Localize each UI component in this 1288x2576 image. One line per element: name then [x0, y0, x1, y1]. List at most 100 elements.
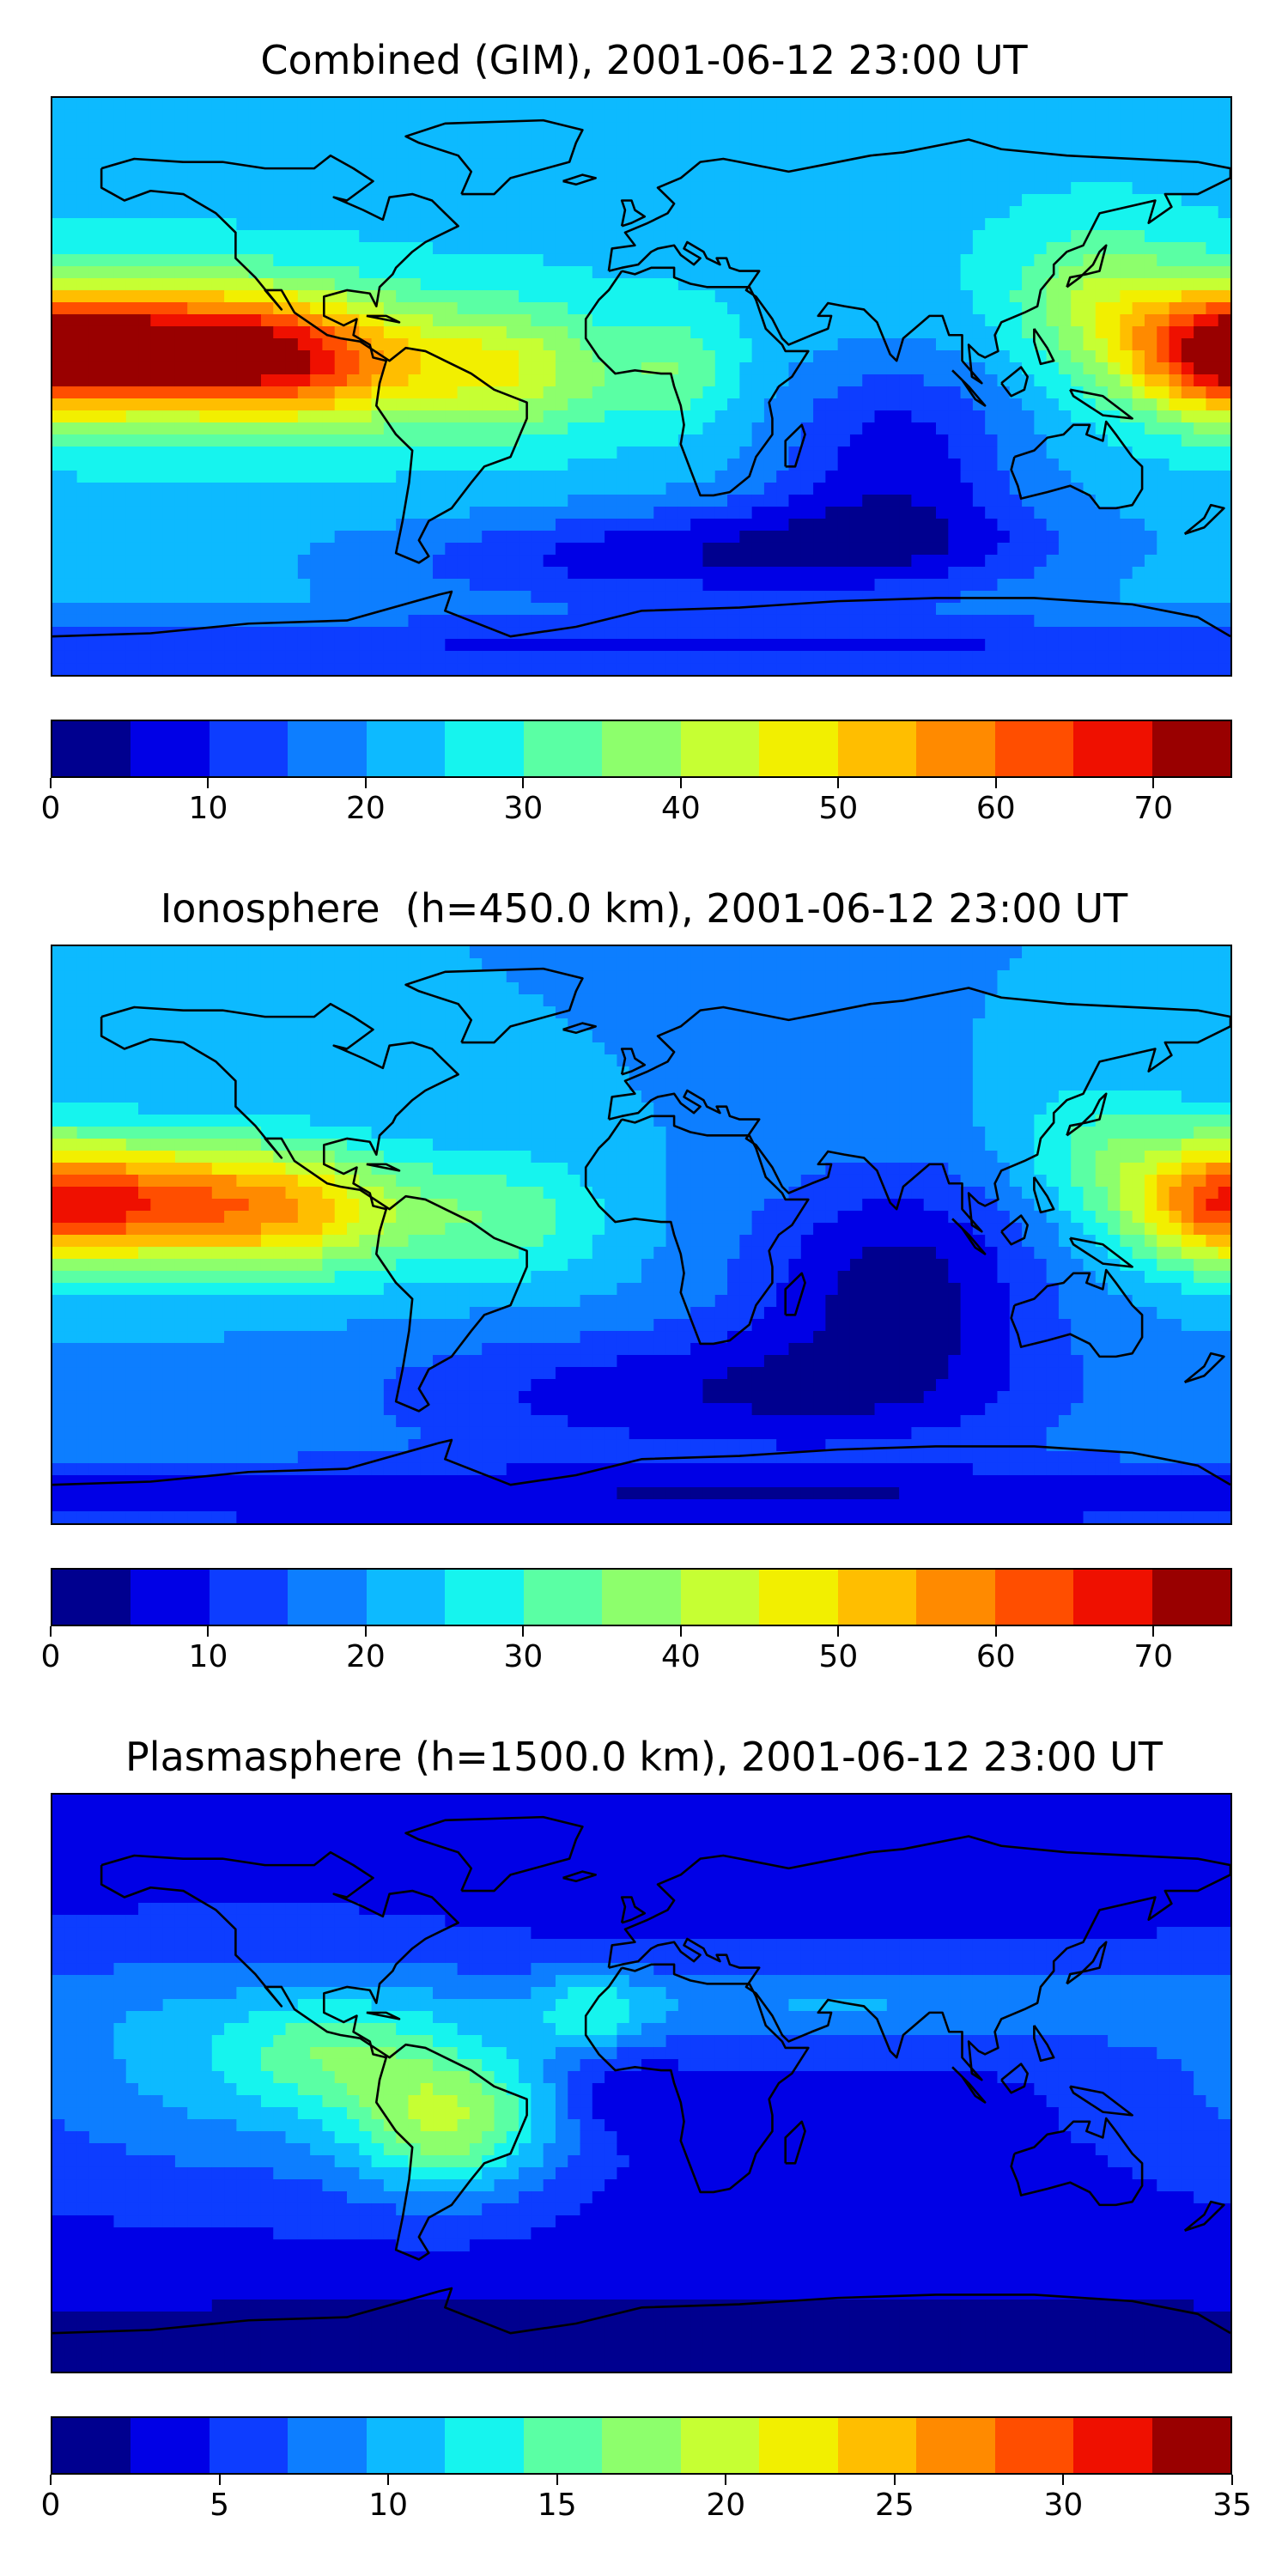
contour-cell [543, 531, 556, 544]
contour-cell [751, 434, 765, 447]
contour-cell [1144, 639, 1157, 652]
contour-cell [285, 230, 299, 243]
contour-cell [1132, 170, 1145, 183]
contour-cell [420, 627, 434, 640]
contour-cell [236, 470, 250, 483]
contour-cell [248, 181, 262, 195]
contour-cell [886, 410, 900, 423]
contour-cell [1218, 459, 1230, 471]
contour-cell [1132, 650, 1145, 664]
contour-cell [665, 591, 679, 604]
contour-cell [494, 314, 507, 327]
contour-cell [1218, 398, 1230, 411]
contour-cell [371, 278, 385, 291]
contour-cell [849, 519, 863, 532]
contour-cell [543, 181, 556, 195]
contour-cell [174, 447, 188, 459]
contour-cell [76, 302, 90, 315]
contour-cell [813, 663, 826, 675]
contour-cell [383, 386, 397, 399]
contour-cell [849, 447, 863, 459]
contour-cell [359, 603, 373, 616]
contour-cell [469, 410, 483, 423]
contour-cell [482, 338, 495, 351]
contour-cell [788, 194, 802, 207]
contour-cell [236, 302, 250, 315]
contour-cell [690, 181, 704, 195]
contour-cell [113, 591, 127, 604]
contour-cell [702, 374, 716, 387]
contour-cell [531, 386, 544, 399]
contour-cell [88, 614, 102, 628]
contour-cell [886, 970, 900, 983]
contour-cell [677, 145, 691, 159]
contour-cell [138, 302, 151, 315]
contour-cell [886, 122, 900, 135]
contour-cell [433, 531, 446, 544]
contour-cell [653, 398, 667, 411]
contour-cell [825, 639, 839, 652]
contour-cell [433, 325, 446, 339]
contour-cell [592, 170, 605, 183]
contour-cell [592, 982, 605, 995]
contour-cell [862, 422, 876, 435]
contour-cell [641, 650, 654, 664]
contour-cell [985, 194, 999, 207]
contour-cell [972, 614, 986, 628]
contour-cell [629, 158, 642, 171]
contour-cell [543, 325, 556, 339]
contour-cell [162, 650, 176, 664]
contour-cell [727, 206, 740, 219]
contour-cell [1206, 459, 1219, 471]
contour-cell [568, 181, 581, 195]
contour-cell [199, 98, 213, 111]
contour-cell [1009, 578, 1023, 592]
contour-cell [739, 361, 753, 375]
contour-cell [396, 663, 410, 675]
contour-cell [960, 946, 974, 959]
contour-cell [997, 338, 1011, 351]
contour-cell [837, 531, 851, 544]
contour-cell [653, 957, 667, 971]
contour-cell [568, 361, 581, 375]
contour-cell [1181, 134, 1194, 147]
contour-cell [936, 946, 949, 959]
contour-cell [101, 314, 115, 327]
contour-cell [150, 578, 164, 592]
contour-cell [1218, 650, 1230, 664]
contour-cell [334, 531, 348, 544]
contour-cell [1022, 434, 1035, 447]
contour-cell [334, 361, 348, 375]
contour-cell [997, 302, 1011, 315]
contour-cell [665, 361, 679, 375]
contour-cell [482, 253, 495, 267]
contour-cell [482, 98, 495, 111]
contour-cell [886, 650, 900, 664]
contour-cell [445, 206, 459, 219]
contour-cell [1120, 970, 1133, 983]
contour-cell [113, 603, 127, 616]
contour-cell [273, 98, 287, 111]
contour-cell [174, 350, 188, 363]
contour-cell [997, 567, 1011, 580]
contour-cell [580, 398, 593, 411]
contour-cell [248, 122, 262, 135]
contour-cell [150, 542, 164, 556]
contour-cell [911, 542, 925, 556]
contour-cell [653, 217, 667, 231]
contour-cell [739, 266, 753, 279]
contour-cell [677, 483, 691, 495]
contour-cell [506, 495, 519, 507]
contour-cell [555, 350, 568, 363]
contour-cell [260, 361, 274, 375]
contour-cell [494, 158, 507, 171]
contour-cell [972, 122, 986, 135]
contour-cell [482, 650, 495, 664]
contour-cell [617, 591, 630, 604]
contour-cell [837, 145, 851, 159]
contour-cell [469, 946, 483, 959]
contour-cell [813, 639, 826, 652]
contour-cell [347, 361, 360, 375]
contour-cell [1058, 170, 1072, 183]
contour-cell [482, 217, 495, 231]
